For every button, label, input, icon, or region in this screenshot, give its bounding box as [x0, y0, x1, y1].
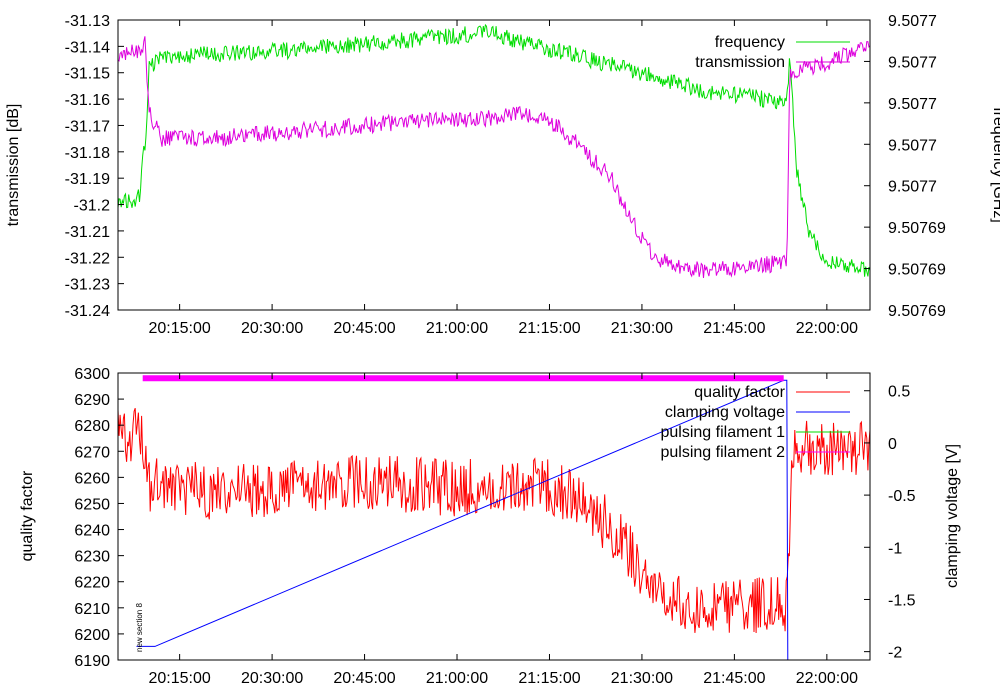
y-tick-label: -31.21 — [65, 224, 110, 241]
y-tick-label: -31.19 — [65, 171, 110, 188]
y2-tick-label: 9.5077 — [888, 13, 937, 30]
panel-1-ylabel: quality factor — [19, 470, 36, 561]
y-tick-label: 6270 — [74, 444, 110, 461]
x-tick-label: 22:00:00 — [796, 670, 858, 687]
y2-tick-label: 0.5 — [888, 384, 910, 401]
y-tick-label: 6200 — [74, 627, 110, 644]
y2-tick-label: -1 — [888, 540, 902, 557]
y-tick-label: -31.14 — [65, 39, 110, 56]
legend-label: frequency — [715, 34, 785, 51]
y-tick-label: 6240 — [74, 523, 110, 540]
x-tick-label: 21:15:00 — [518, 320, 580, 337]
x-tick-label: 21:45:00 — [703, 320, 765, 337]
x-tick-label: 21:00:00 — [426, 320, 488, 337]
x-tick-label: 20:45:00 — [333, 670, 395, 687]
panel-1-ticks: 20:15:00 20:30:00 20:45:00 21:00:00 21:15:00… — [74, 366, 915, 687]
section-annotation: new section 8 — [135, 603, 144, 652]
y-tick-label: -31.22 — [65, 250, 110, 267]
y-tick-label: 6250 — [74, 496, 110, 513]
x-tick-label: 20:45:00 — [333, 320, 395, 337]
y-tick-label: 6290 — [74, 392, 110, 409]
x-tick-label: 21:30:00 — [611, 320, 673, 337]
y2-tick-label: 9.50769 — [888, 262, 946, 279]
panel-1-series — [117, 375, 871, 661]
x-tick-label: 21:45:00 — [703, 670, 765, 687]
y-tick-label: 6220 — [74, 575, 110, 592]
y2-tick-label: -1.5 — [888, 592, 916, 609]
legend-label: quality factor — [694, 384, 785, 401]
y-tick-label: -31.17 — [65, 118, 110, 135]
y-tick-label: 6230 — [74, 549, 110, 566]
x-tick-label: 22:00:00 — [796, 320, 858, 337]
y-tick-label: 6260 — [74, 470, 110, 487]
x-tick-label: 20:30:00 — [241, 670, 303, 687]
x-tick-label: 20:15:00 — [148, 320, 210, 337]
y-tick-label: -31.13 — [65, 13, 110, 30]
panel-0-frame — [117, 19, 871, 311]
series-quality-factor — [117, 407, 871, 634]
y2-tick-label: -0.5 — [888, 488, 916, 505]
legend-label: pulsing filament 1 — [660, 424, 785, 441]
y-tick-label: 6190 — [74, 653, 110, 670]
legend-label: transmission — [695, 54, 785, 71]
legend-label: clamping voltage — [665, 404, 785, 421]
y2-tick-label: 9.5077 — [888, 54, 937, 71]
transmission-frequency-panel: 20:15:00 20:30:00 20:45:00 21:00:00 21:15:00… — [5, 13, 1000, 337]
y-tick-label: 6300 — [74, 366, 110, 383]
x-tick-label: 21:00:00 — [426, 670, 488, 687]
x-tick-label: 21:15:00 — [518, 670, 580, 687]
panel-1-legend: quality factor clamping voltage pulsing fi… — [660, 384, 850, 461]
panel-1-frame — [117, 372, 871, 661]
y-tick-label: -31.2 — [74, 198, 111, 215]
quality-clamping-panel: 20:15:00 20:30:00 20:45:00 21:00:00 21:15:00… — [19, 366, 961, 687]
legend-label: pulsing filament 2 — [660, 444, 785, 461]
series-frequency — [117, 23, 871, 277]
panel-0-series — [117, 23, 871, 278]
y-tick-label: 6210 — [74, 601, 110, 618]
y-tick-label: -31.23 — [65, 277, 110, 294]
y-tick-label: -31.24 — [65, 303, 110, 320]
y2-tick-label: 9.5077 — [888, 96, 937, 113]
y2-tick-label: 9.5077 — [888, 179, 937, 196]
x-tick-label: 20:15:00 — [148, 670, 210, 687]
y2-tick-label: -2 — [888, 645, 902, 662]
y2-tick-label: 9.5077 — [888, 137, 937, 154]
series-transmission — [117, 36, 871, 278]
y-tick-label: -31.15 — [65, 66, 110, 83]
panel-0-ylabel: transmission [dB] — [5, 104, 22, 227]
panel-0-ticks: 20:15:00 20:30:00 20:45:00 21:00:00 21:15:00… — [65, 13, 946, 337]
y-tick-label: 6280 — [74, 418, 110, 435]
panel-0-legend: frequency transmission — [695, 34, 850, 71]
y2-tick-label: 9.50769 — [888, 220, 946, 237]
panel-1-y2label: clamping voltage [V] — [944, 444, 961, 588]
y2-tick-label: 0 — [888, 436, 897, 453]
y-tick-label: -31.18 — [65, 145, 110, 162]
panel-0-y2label: frequency [GHz] — [990, 107, 1000, 223]
y-tick-label: -31.16 — [65, 92, 110, 109]
x-tick-label: 20:30:00 — [241, 320, 303, 337]
x-tick-label: 21:30:00 — [611, 670, 673, 687]
y2-tick-label: 9.50769 — [888, 303, 946, 320]
